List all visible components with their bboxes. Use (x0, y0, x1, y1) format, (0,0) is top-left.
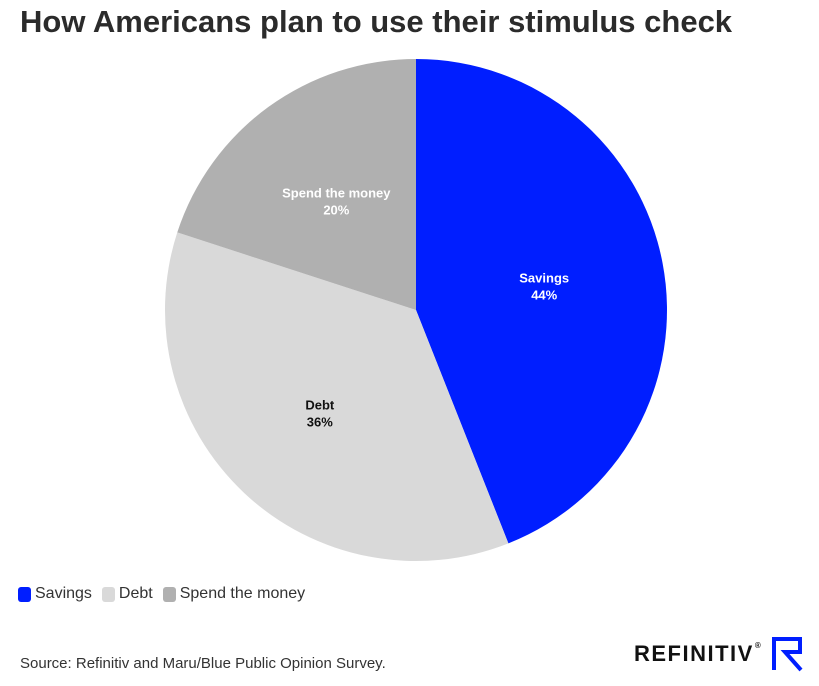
pie-slice-spend (177, 59, 416, 310)
legend-swatch-debt (101, 586, 115, 602)
legend-swatch-savings (18, 586, 31, 602)
brand-wordmark: REFINITIV® (634, 641, 763, 666)
source-note: Source: Refinitiv and Maru/Blue Public O… (20, 655, 386, 672)
slice-label-debt: Debt (305, 397, 335, 412)
refinitiv-r-icon (772, 637, 803, 672)
refinitiv-logo: REFINITIV® (634, 636, 806, 672)
slice-label-spend: Spend the money (282, 185, 391, 200)
legend-item-savings: Savings (18, 585, 92, 603)
pie-chart: Savings 44% Debt 36% Spend the money 20% (165, 59, 668, 562)
chart-legend: Savings Debt Spend the money (18, 585, 315, 603)
chart-title: How Americans plan to use their stimulus… (20, 4, 733, 39)
legend-item-debt: Debt (101, 585, 153, 603)
legend-label-debt: Debt (118, 585, 153, 602)
pie-slice-debt (165, 232, 509, 562)
slice-label-savings: Savings (519, 271, 569, 286)
legend-label-spend: Spend the money (179, 585, 306, 602)
legend-swatch-spend (162, 586, 176, 602)
slice-value-debt: 36% (307, 414, 333, 429)
slice-value-savings: 44% (531, 288, 557, 303)
legend-label-savings: Savings (35, 585, 92, 602)
pie-slice-savings (416, 59, 668, 544)
slice-value-spend: 20% (323, 202, 349, 217)
legend-item-spend: Spend the money (162, 585, 306, 603)
